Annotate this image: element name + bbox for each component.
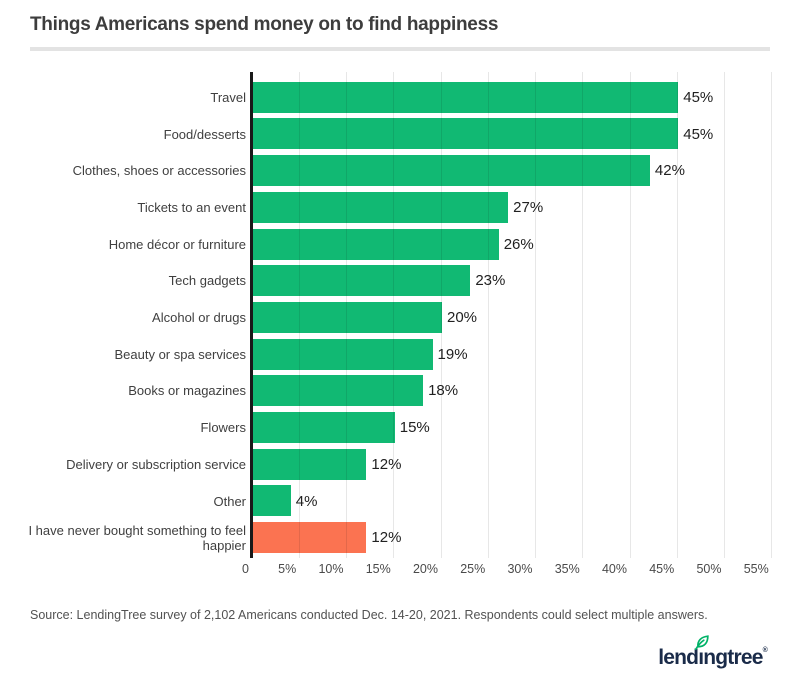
category-label: Alcohol or drugs: [152, 310, 246, 326]
bar-segment: [253, 412, 395, 444]
bar-value-label: 12%: [371, 455, 402, 473]
x-tick-label: 55%: [743, 562, 769, 576]
gridline: [629, 72, 631, 558]
x-tick-label: 0: [242, 562, 249, 576]
x-tick-label: 50%: [696, 562, 722, 576]
registered-mark: ®: [762, 647, 768, 654]
category-label: Home décor or furniture: [108, 236, 246, 252]
bar-row: 20%: [252, 299, 778, 336]
gridline: [346, 72, 347, 558]
logo-text-suffix: ngtree: [703, 646, 763, 669]
chart-title: Things Americans spend money on to find …: [30, 14, 499, 35]
gridline: [298, 72, 300, 558]
category-label: I have never bought something to feel ha…: [28, 522, 246, 553]
category-label: Flowers: [200, 420, 246, 436]
bar-row: 42%: [252, 152, 778, 189]
bar-segment: [253, 448, 367, 480]
bar-segment: [253, 485, 291, 517]
bar-value-label: 18%: [428, 382, 459, 400]
bar-value-label: 19%: [437, 345, 468, 363]
x-tick-label: 25%: [460, 562, 486, 576]
bar-value-label: 12%: [371, 529, 402, 547]
y-axis-line: [250, 72, 253, 558]
bar-value-label: 20%: [447, 309, 478, 327]
x-axis-tick-labels: 0 5% 10% 15% 20% 25% 30% 35% 40% 45% 50% 55%: [0, 562, 800, 578]
bar-segment: [253, 228, 499, 260]
bar-row: 12%: [252, 446, 778, 483]
logo-letter-i: ı: [694, 635, 709, 670]
x-tick-label: 20%: [412, 562, 438, 576]
bar-row: 23%: [252, 263, 778, 300]
plot-area: 45% 45% 42% 27% 26% 23% 20% 19% 18% 15% 12% 4% 12%: [250, 72, 778, 558]
bar-value-label: 27%: [513, 198, 544, 216]
bar-value-label: 23%: [475, 272, 506, 290]
bar-segment: [253, 81, 679, 113]
bar-row: 26%: [252, 226, 778, 263]
category-label: Food/desserts: [163, 126, 246, 142]
x-tick-label: 10%: [318, 562, 344, 576]
bar-row: 45%: [252, 116, 778, 153]
bar-segment: [253, 301, 442, 333]
gridline: [771, 72, 773, 558]
leaf-icon: [694, 635, 709, 650]
category-label: Beauty or spa services: [114, 346, 246, 362]
bar-value-label: 26%: [503, 235, 534, 253]
bar-segment: [253, 155, 650, 187]
title-divider: [30, 47, 770, 51]
category-label: Tech gadgets: [168, 273, 246, 289]
x-tick-label: 15%: [365, 562, 391, 576]
bar-row: 12%: [252, 519, 778, 556]
bar-row: 4%: [252, 483, 778, 520]
logo-text-prefix: lend: [658, 646, 699, 669]
category-label: Books or magazines: [128, 383, 246, 399]
x-tick-label: 30%: [507, 562, 533, 576]
gridline: [440, 72, 442, 558]
gridline: [676, 72, 678, 558]
bar-row: 27%: [252, 189, 778, 226]
gridline: [535, 72, 536, 558]
bar-row: 15%: [252, 409, 778, 446]
gridline: [582, 72, 584, 558]
bar-value-label: 45%: [683, 125, 714, 143]
category-label: Delivery or subscription service: [66, 456, 246, 472]
x-tick-label: 40%: [601, 562, 627, 576]
bar-row: 18%: [252, 373, 778, 410]
bar-segment: [253, 118, 679, 150]
gridline: [487, 72, 489, 558]
bar-highlight: [253, 522, 367, 554]
x-tick-label: 45%: [649, 562, 675, 576]
bar-value-label: 15%: [399, 419, 430, 437]
x-tick-label: 35%: [554, 562, 580, 576]
bar-segment: [253, 265, 471, 297]
bar-value-label: 42%: [654, 162, 685, 180]
bar-segment: [253, 375, 424, 407]
bar-row: 45%: [252, 79, 778, 116]
bar-row: 19%: [252, 336, 778, 373]
category-label: Clothes, shoes or accessories: [72, 163, 246, 179]
bar-segment: [253, 191, 509, 223]
category-label: Other: [213, 493, 246, 509]
bar-value-label: 4%: [295, 492, 318, 510]
category-label: Tickets to an event: [137, 199, 246, 215]
gridline: [393, 72, 395, 558]
gridline: [724, 72, 725, 558]
category-label: Travel: [210, 89, 246, 105]
source-note: Source: LendingTree survey of 2,102 Amer…: [30, 608, 708, 622]
lendingtree-logo: lend ıngtree®: [658, 635, 768, 670]
x-tick-label: 5%: [278, 562, 297, 576]
bar-segment: [253, 338, 433, 370]
bar-value-label: 45%: [683, 88, 714, 106]
logo-dotless-i: ı: [698, 646, 704, 669]
